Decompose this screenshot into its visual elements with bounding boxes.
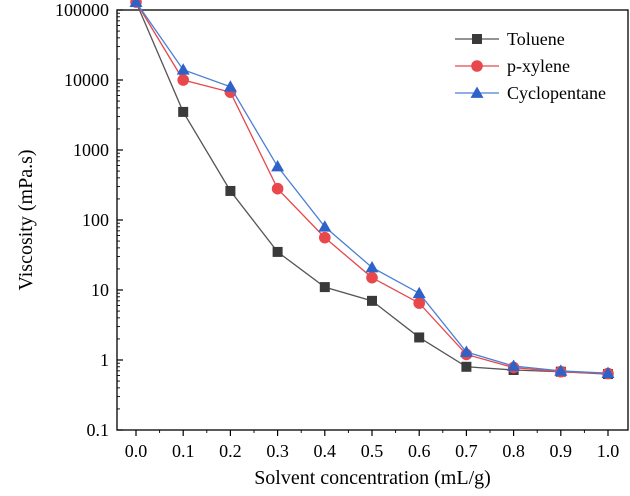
data-point-toluene xyxy=(178,106,189,117)
x-tick-label: 0.7 xyxy=(455,441,478,461)
data-point-cyclopentane xyxy=(129,0,143,7)
x-tick-label: 0.4 xyxy=(314,441,337,461)
legend-label: Cyclopentane xyxy=(507,83,606,103)
x-tick-label: 0.1 xyxy=(172,441,195,461)
legend-marker xyxy=(471,60,483,72)
x-tick-label: 0.6 xyxy=(408,441,431,461)
legend-label: p-xylene xyxy=(507,56,570,76)
data-point-toluene xyxy=(414,332,425,343)
y-axis-title: Viscosity (mPa.s) xyxy=(15,149,37,290)
x-axis-title: Solvent concentration (mL/g) xyxy=(254,467,491,489)
data-point-toluene xyxy=(319,282,330,293)
data-point-cyclopentane xyxy=(507,359,521,371)
y-tick-label: 100 xyxy=(82,210,109,230)
y-tick-label: 10000 xyxy=(64,70,109,90)
legend-marker xyxy=(470,86,484,98)
data-point-toluene xyxy=(367,295,377,306)
x-tick-label: 0.5 xyxy=(361,441,384,461)
y-tick-label: 100000 xyxy=(55,0,109,20)
data-point-toluene xyxy=(272,246,283,257)
data-point-toluene xyxy=(461,361,472,372)
x-tick-label: 0.9 xyxy=(550,441,573,461)
data-point-cyclopentane xyxy=(318,220,332,232)
x-axis: 0.0 0.1 0.2 0.3 0.4 0.5 0.6 0.7 0.8 0.9 1.0 xyxy=(125,430,620,461)
x-tick-label: 0.8 xyxy=(502,441,525,461)
data-point-p-xylene xyxy=(177,74,189,86)
legend-label: Toluene xyxy=(507,29,565,49)
legend-marker xyxy=(472,34,482,44)
data-point-p-xylene xyxy=(366,271,378,284)
y-tick-label: 10 xyxy=(91,280,109,300)
series-cyclopentane xyxy=(129,0,615,378)
y-tick-label: 1000 xyxy=(73,140,109,160)
x-tick-label: 1.0 xyxy=(597,441,620,461)
data-point-cyclopentane xyxy=(223,80,237,92)
x-tick-label: 0.3 xyxy=(266,441,289,461)
legend-item-toluene: Toluene xyxy=(455,29,565,49)
series-layer xyxy=(129,0,615,380)
data-point-p-xylene xyxy=(271,182,284,195)
data-point-cyclopentane xyxy=(601,366,615,378)
data-point-p-xylene xyxy=(413,297,426,309)
legend: Toluene p-xylene Cyclopentane xyxy=(455,29,606,103)
y-tick-label: 0.1 xyxy=(87,420,110,440)
y-tick-label: 1 xyxy=(100,350,109,370)
data-point-cyclopentane xyxy=(176,63,190,75)
data-point-cyclopentane xyxy=(365,260,379,273)
y-axis: 0.1 1 10 100 1000 10000 100000 xyxy=(55,0,123,440)
data-point-cyclopentane xyxy=(459,345,473,357)
legend-item-cyclopentane: Cyclopentane xyxy=(455,83,606,103)
data-point-p-xylene xyxy=(319,231,331,244)
data-point-cyclopentane xyxy=(554,364,568,376)
legend-item-p-xylene: p-xylene xyxy=(455,56,570,76)
data-point-cyclopentane xyxy=(271,160,285,172)
x-tick-label: 0.2 xyxy=(219,441,242,461)
data-point-cyclopentane xyxy=(412,286,426,299)
x-tick-label: 0.0 xyxy=(125,441,148,461)
data-point-toluene xyxy=(225,185,236,196)
